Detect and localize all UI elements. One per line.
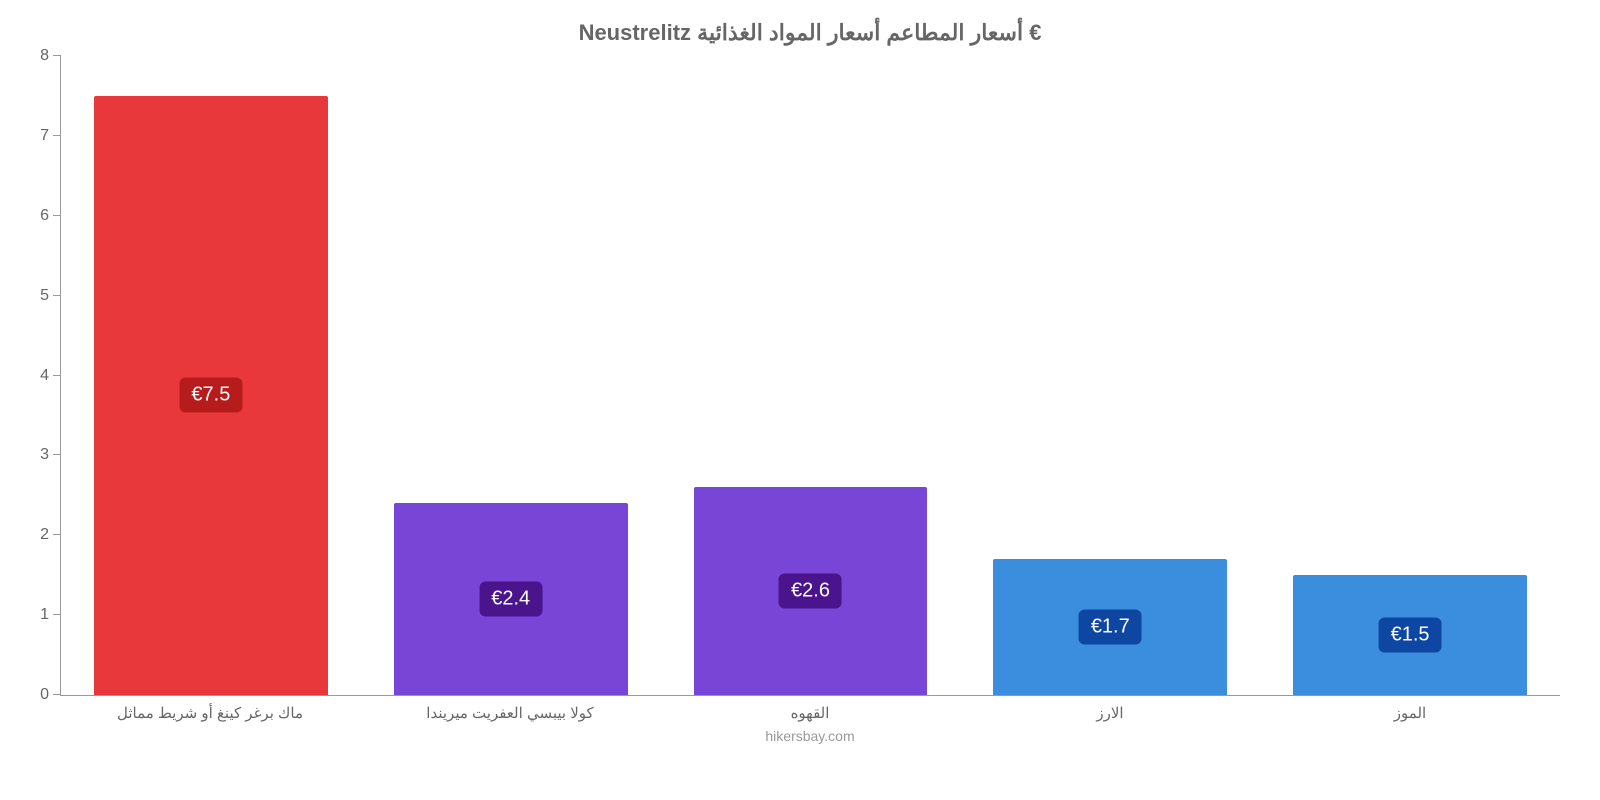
- y-tick-label: 0: [40, 686, 61, 704]
- plot-area: €7.5€2.4€2.6€1.7€1.5 012345678: [60, 56, 1560, 696]
- bar: €2.6: [694, 487, 928, 695]
- y-tick-label: 7: [40, 127, 61, 145]
- bar-value-label: €2.4: [479, 582, 542, 617]
- x-axis-label: كولا بيبسي العفريت ميريندا: [360, 704, 660, 722]
- bar: €2.4: [394, 503, 628, 695]
- y-tick-label: 8: [40, 47, 61, 65]
- bar-slot: €2.6: [661, 56, 961, 695]
- bar-value-label: €2.6: [779, 574, 842, 609]
- y-tick-label: 2: [40, 526, 61, 544]
- bar: €7.5: [94, 96, 328, 695]
- bar-slot: €1.5: [1260, 56, 1560, 695]
- x-axis-labels: ماك برغر كينغ أو شريط مماثلكولا بيبسي ال…: [60, 704, 1560, 722]
- y-tick-label: 4: [40, 367, 61, 385]
- y-tick-label: 5: [40, 287, 61, 305]
- bars-row: €7.5 €2.4 €2.6 €1.7 €1.5: [61, 56, 1560, 695]
- x-axis-label: ماك برغر كينغ أو شريط مماثل: [60, 704, 360, 722]
- chart-container: € أسعار المطاعم أسعار المواد الغذائية Ne…: [0, 0, 1600, 800]
- bar: €1.7: [993, 559, 1227, 695]
- bar-slot: €2.4: [361, 56, 661, 695]
- bar-value-label: €7.5: [179, 378, 242, 413]
- y-tick-label: 1: [40, 606, 61, 624]
- bar: €1.5: [1293, 575, 1527, 695]
- x-axis-label: القهوه: [660, 704, 960, 722]
- y-tick-label: 3: [40, 446, 61, 464]
- bar-value-label: €1.5: [1379, 618, 1442, 653]
- bar-slot: €7.5: [61, 56, 361, 695]
- source-label: hikersbay.com: [60, 728, 1560, 744]
- chart-title: € أسعار المطاعم أسعار المواد الغذائية Ne…: [60, 20, 1560, 46]
- x-axis-label: الارز: [960, 704, 1260, 722]
- bar-slot: €1.7: [960, 56, 1260, 695]
- x-axis-label: الموز: [1260, 704, 1560, 722]
- y-tick-label: 6: [40, 207, 61, 225]
- bar-value-label: €1.7: [1079, 610, 1142, 645]
